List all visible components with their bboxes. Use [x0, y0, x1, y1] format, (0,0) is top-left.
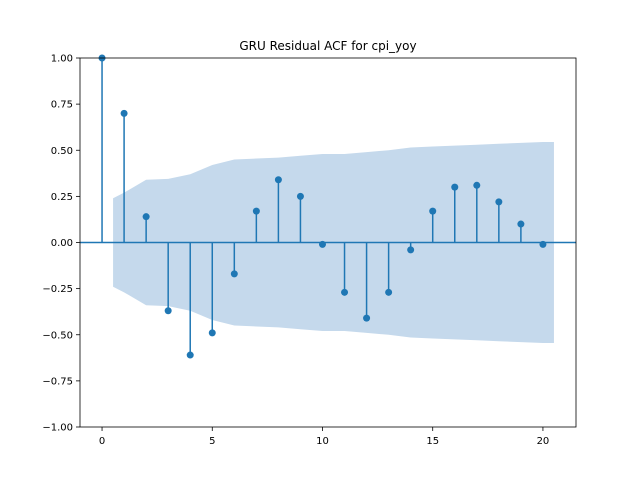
acf-marker-lag-15 [429, 207, 437, 215]
x-tick-label-5: 5 [209, 436, 215, 447]
chart-title: GRU Residual ACF for cpi_yoy [239, 39, 416, 53]
acf-marker-lag-19 [517, 220, 525, 228]
acf-marker-lag-1 [120, 109, 128, 117]
y-tick-label--0.75: −0.75 [42, 376, 73, 387]
y-tick-label-0.00: 0.00 [51, 238, 73, 249]
acf-marker-lag-18 [495, 198, 503, 206]
acf-marker-lag-9 [296, 192, 304, 200]
acf-marker-lag-17 [473, 181, 481, 189]
y-tick-label-0.50: 0.50 [51, 146, 73, 157]
y-tick-label--1.00: −1.00 [42, 423, 73, 434]
x-tick-label-20: 20 [537, 436, 550, 447]
axis-layer: 0 5 10 15 20 1.00 0.75 0.50 0.25 0.00 −0.25 −0.50 −0… [42, 54, 577, 447]
acf-marker-lag-2 [142, 213, 150, 221]
stem-layer [80, 54, 576, 359]
acf-marker-lag-11 [341, 288, 349, 296]
acf-marker-lag-3 [164, 307, 172, 315]
x-tick-label-0: 0 [99, 436, 105, 447]
y-tick-label-0.75: 0.75 [51, 100, 73, 111]
acf-marker-lag-10 [318, 240, 326, 248]
acf-marker-lag-5 [208, 329, 216, 337]
acf-marker-lag-8 [274, 176, 282, 184]
y-tick-label-0.25: 0.25 [51, 192, 73, 203]
y-tick-label--0.25: −0.25 [42, 284, 73, 295]
acf-marker-lag-16 [451, 183, 459, 191]
x-tick-label-15: 15 [426, 436, 439, 447]
acf-marker-lag-6 [230, 270, 238, 278]
acf-marker-lag-13 [385, 288, 393, 296]
acf-marker-lag-12 [363, 314, 371, 322]
acf-marker-lag-7 [252, 207, 260, 215]
y-tick-label--0.50: −0.50 [42, 330, 73, 341]
acf-marker-lag-20 [539, 240, 547, 248]
acf-marker-lag-14 [407, 246, 415, 254]
acf-marker-lag-4 [186, 351, 194, 359]
y-tick-label-1.00: 1.00 [51, 54, 73, 65]
x-tick-label-10: 10 [316, 436, 329, 447]
